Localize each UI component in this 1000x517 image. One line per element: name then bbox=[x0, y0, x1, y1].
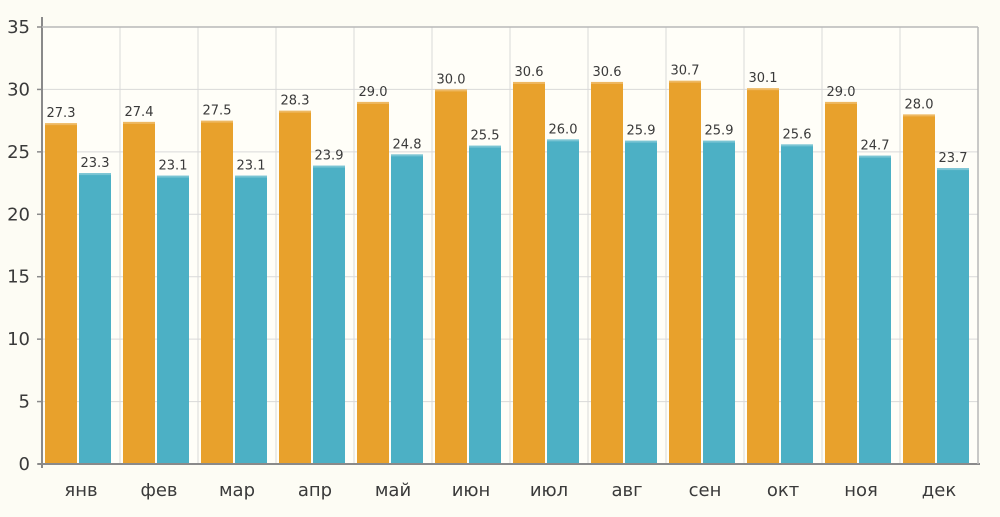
bar-highlight bbox=[279, 110, 311, 113]
bar-highlight bbox=[235, 175, 267, 178]
bar-series-2 bbox=[235, 175, 267, 464]
x-tick-label: янв bbox=[64, 480, 97, 501]
bar-highlight bbox=[825, 101, 857, 104]
bar-layer bbox=[45, 80, 969, 465]
y-tick-label: 5 bbox=[19, 392, 30, 413]
x-tick-label: фев bbox=[140, 480, 177, 501]
data-label: 23.7 bbox=[939, 151, 968, 166]
bar-series-1 bbox=[747, 88, 779, 465]
data-label: 25.9 bbox=[705, 124, 734, 139]
x-tick-label: июн bbox=[452, 480, 491, 501]
bar-series-2 bbox=[703, 140, 735, 464]
x-tick-label: июл bbox=[530, 480, 568, 501]
y-tick-label: 20 bbox=[7, 204, 30, 225]
bar-series-2 bbox=[937, 168, 969, 465]
bar-highlight bbox=[79, 173, 111, 176]
bar-series-2 bbox=[547, 139, 579, 464]
bar-series-1 bbox=[201, 120, 233, 465]
bar-series-1 bbox=[669, 80, 701, 464]
x-tick-label: мар bbox=[219, 480, 255, 501]
data-label: 30.6 bbox=[515, 65, 544, 80]
y-tick-label: 15 bbox=[7, 267, 30, 288]
bar-highlight bbox=[859, 155, 891, 158]
x-tick-label: ноя bbox=[844, 480, 878, 501]
data-label: 27.5 bbox=[203, 104, 232, 119]
bar-highlight bbox=[591, 81, 623, 84]
data-label: 27.4 bbox=[125, 105, 154, 120]
data-label: 30.6 bbox=[593, 65, 622, 80]
data-label: 24.7 bbox=[861, 139, 890, 154]
bar-highlight bbox=[513, 81, 545, 84]
data-label: 25.9 bbox=[627, 124, 656, 139]
bar-highlight bbox=[703, 140, 735, 143]
data-label-layer: 27.3 23.3 27.4 23.1 27.5 23.1 28.3 23.9 29.0 24.8… bbox=[47, 64, 968, 174]
data-label: 28.3 bbox=[281, 94, 310, 109]
y-tick-label: 10 bbox=[7, 329, 30, 350]
bar-highlight bbox=[781, 144, 813, 147]
x-tick-label: апр bbox=[298, 480, 332, 501]
bar-highlight bbox=[625, 140, 657, 143]
bar-series-1 bbox=[513, 81, 545, 465]
x-tick-label: окт bbox=[767, 480, 799, 501]
y-tick-label: 30 bbox=[7, 79, 30, 100]
bar-series-1 bbox=[591, 81, 623, 465]
bar-highlight bbox=[157, 175, 189, 178]
axis-layer: 0 5 10 15 20 25 30 35 янв фев мар апр май июн июл авг се… bbox=[7, 17, 980, 501]
bar-series-2 bbox=[469, 145, 501, 464]
bar-series-2 bbox=[157, 175, 189, 464]
bar-highlight bbox=[357, 101, 389, 104]
x-tick-label: сен bbox=[689, 480, 722, 501]
y-tick-label: 35 bbox=[7, 17, 30, 38]
data-label: 28.0 bbox=[905, 97, 934, 112]
bar-series-1 bbox=[45, 123, 77, 464]
y-tick-label: 25 bbox=[7, 142, 30, 163]
bar-series-1 bbox=[903, 114, 935, 465]
data-label: 30.7 bbox=[671, 64, 700, 79]
bar-highlight bbox=[469, 145, 501, 148]
bar-highlight bbox=[123, 121, 155, 124]
bar-series-1 bbox=[435, 89, 467, 464]
data-label: 26.0 bbox=[549, 122, 578, 137]
bar-highlight bbox=[435, 89, 467, 92]
data-label: 23.3 bbox=[81, 156, 110, 171]
bar-series-2 bbox=[625, 140, 657, 464]
data-label: 29.0 bbox=[827, 85, 856, 100]
bar-series-1 bbox=[279, 110, 311, 464]
bar-highlight bbox=[201, 120, 233, 123]
bar-highlight bbox=[747, 88, 779, 91]
bar-highlight bbox=[937, 168, 969, 171]
bar-series-1 bbox=[357, 101, 389, 465]
bar-series-2 bbox=[313, 165, 345, 464]
bar-highlight bbox=[669, 80, 701, 83]
bar-series-1 bbox=[123, 121, 155, 465]
data-label: 25.5 bbox=[471, 129, 500, 144]
data-label: 23.1 bbox=[159, 159, 188, 174]
x-tick-label: авг bbox=[611, 480, 642, 501]
bar-series-1 bbox=[825, 101, 857, 465]
data-label: 27.3 bbox=[47, 106, 76, 121]
y-tick-label: 0 bbox=[19, 454, 30, 475]
data-label: 30.1 bbox=[749, 71, 778, 86]
x-tick-label: дек bbox=[922, 480, 957, 501]
bar-series-2 bbox=[859, 155, 891, 465]
bar-series-2 bbox=[781, 144, 813, 464]
data-label: 23.9 bbox=[315, 149, 344, 164]
data-label: 30.0 bbox=[437, 72, 466, 87]
data-label: 25.6 bbox=[783, 127, 812, 142]
bar-highlight bbox=[313, 165, 345, 168]
x-tick-label: май bbox=[375, 480, 411, 501]
data-label: 24.8 bbox=[393, 137, 422, 152]
bar-highlight bbox=[903, 114, 935, 117]
bar-highlight bbox=[45, 123, 77, 126]
data-label: 29.0 bbox=[359, 85, 388, 100]
bar-series-2 bbox=[391, 154, 423, 464]
data-label: 23.1 bbox=[237, 159, 266, 174]
bar-highlight bbox=[547, 139, 579, 142]
bar-highlight bbox=[391, 154, 423, 157]
grid-layer bbox=[41, 26, 979, 465]
bar-series-2 bbox=[79, 173, 111, 464]
